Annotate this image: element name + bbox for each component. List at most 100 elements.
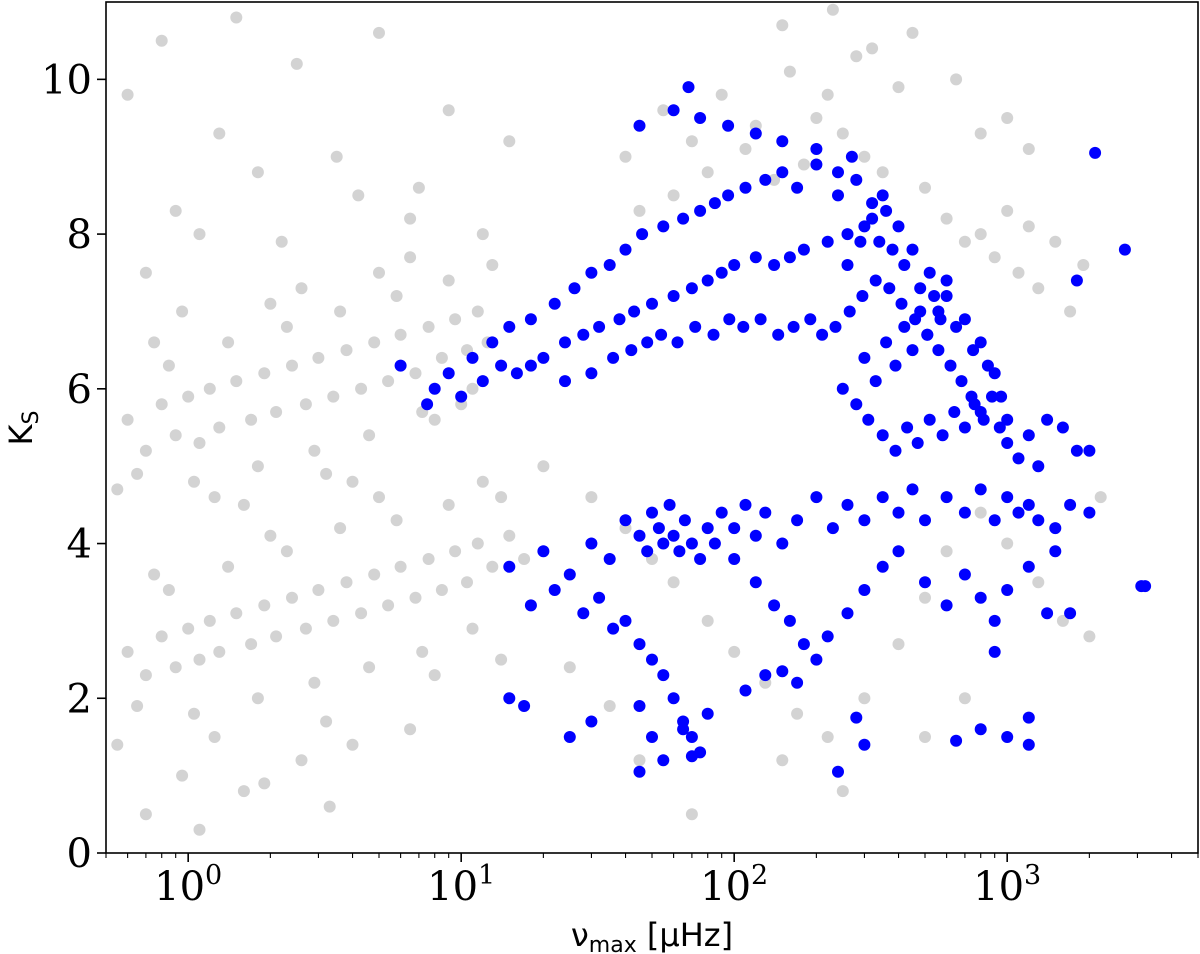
point-s0-97 xyxy=(466,622,479,635)
point-s1-224 xyxy=(876,560,889,573)
point-s1-10 xyxy=(510,367,523,380)
point-s1-70 xyxy=(585,367,598,380)
point-s1-108 xyxy=(958,421,971,434)
point-s1-213 xyxy=(585,715,598,728)
x-tick-label-3: 103 xyxy=(973,860,1041,910)
point-s0-192 xyxy=(1094,491,1107,504)
point-s1-2 xyxy=(428,382,441,395)
point-s0-139 xyxy=(783,65,796,78)
point-s1-240 xyxy=(832,765,844,778)
point-s0-177 xyxy=(667,576,680,589)
point-s0-84 xyxy=(518,553,531,565)
point-s1-7 xyxy=(486,336,499,349)
point-s1-114 xyxy=(1012,452,1025,465)
point-s1-246 xyxy=(988,645,1001,658)
point-s0-157 xyxy=(988,251,1001,264)
point-s1-44 xyxy=(821,235,834,248)
point-s1-120 xyxy=(1083,444,1096,457)
point-s1-112 xyxy=(993,421,1006,434)
point-s0-17 xyxy=(355,382,368,395)
point-s1-197 xyxy=(633,638,646,651)
point-s0-111 xyxy=(404,723,417,736)
point-s0-53 xyxy=(404,251,417,264)
point-s1-150 xyxy=(641,545,654,558)
point-s0-147 xyxy=(739,143,752,155)
point-s0-42 xyxy=(148,336,161,349)
point-s0-66 xyxy=(270,630,283,643)
y-tick-label-5: 10 xyxy=(41,57,92,103)
point-s1-137 xyxy=(845,150,858,163)
point-s0-148 xyxy=(701,166,714,179)
point-s1-123 xyxy=(880,336,893,349)
point-s0-191 xyxy=(1083,630,1096,643)
point-s1-195 xyxy=(607,622,620,635)
point-s0-134 xyxy=(619,150,632,163)
point-s0-50 xyxy=(237,498,250,511)
point-s0-30 xyxy=(188,475,200,488)
point-s0-22 xyxy=(422,320,435,333)
point-s0-170 xyxy=(776,19,789,32)
point-s1-26 xyxy=(667,290,680,302)
point-s1-186 xyxy=(1064,498,1077,511)
point-s1-136 xyxy=(832,166,844,179)
point-s1-71 xyxy=(607,351,620,364)
point-s1-23 xyxy=(636,228,649,241)
point-s0-193 xyxy=(563,661,576,674)
point-s0-86 xyxy=(162,584,175,596)
point-s1-24 xyxy=(646,297,658,310)
point-s1-211 xyxy=(518,700,531,712)
point-s1-182 xyxy=(1012,506,1025,519)
point-s1-222 xyxy=(841,607,854,620)
point-s0-56 xyxy=(139,669,152,682)
point-s1-90 xyxy=(895,297,908,310)
point-s0-58 xyxy=(169,661,182,674)
point-s1-5 xyxy=(466,351,479,364)
point-s1-220 xyxy=(810,653,823,666)
point-s0-79 xyxy=(449,545,462,558)
point-s0-156 xyxy=(974,228,987,241)
point-s0-5 xyxy=(193,437,206,449)
point-s0-129 xyxy=(404,212,417,225)
point-s0-178 xyxy=(701,614,714,627)
point-s1-98 xyxy=(836,382,849,395)
point-s0-122 xyxy=(373,26,385,39)
point-s1-102 xyxy=(889,444,902,457)
point-s0-124 xyxy=(442,104,455,117)
point-s0-62 xyxy=(213,645,226,658)
point-s0-51 xyxy=(295,282,308,295)
point-s0-181 xyxy=(791,707,804,720)
point-s1-110 xyxy=(977,413,990,426)
point-s1-214 xyxy=(633,765,646,778)
point-s1-231 xyxy=(1001,584,1014,596)
point-s0-195 xyxy=(633,754,646,767)
point-s1-13 xyxy=(548,297,561,310)
point-s1-79 xyxy=(737,320,750,333)
y-tick-label-0: 0 xyxy=(67,831,92,877)
point-s0-118 xyxy=(213,127,226,140)
point-s1-221 xyxy=(821,630,834,643)
point-s1-237 xyxy=(739,684,752,697)
point-s1-113 xyxy=(1001,437,1014,449)
point-s1-31 xyxy=(708,197,721,210)
point-s1-241 xyxy=(950,734,963,747)
point-s1-232 xyxy=(1022,560,1035,573)
point-s1-131 xyxy=(940,274,953,287)
point-s1-162 xyxy=(715,506,728,519)
point-s0-41 xyxy=(486,259,499,271)
point-s0-94 xyxy=(390,514,403,527)
point-s1-157 xyxy=(678,514,691,527)
point-s1-51 xyxy=(880,204,893,217)
point-s1-190 xyxy=(537,545,550,558)
point-s0-108 xyxy=(237,785,250,798)
point-s1-93 xyxy=(932,344,945,357)
point-s1-101 xyxy=(876,429,889,442)
point-s0-69 xyxy=(312,584,325,596)
point-s0-82 xyxy=(486,560,499,573)
point-s1-233 xyxy=(1041,607,1054,620)
point-s1-127 xyxy=(914,305,927,318)
point-s1-177 xyxy=(940,491,953,504)
point-s0-153 xyxy=(919,181,931,194)
point-s0-169 xyxy=(906,26,919,39)
point-s1-235 xyxy=(776,665,789,678)
